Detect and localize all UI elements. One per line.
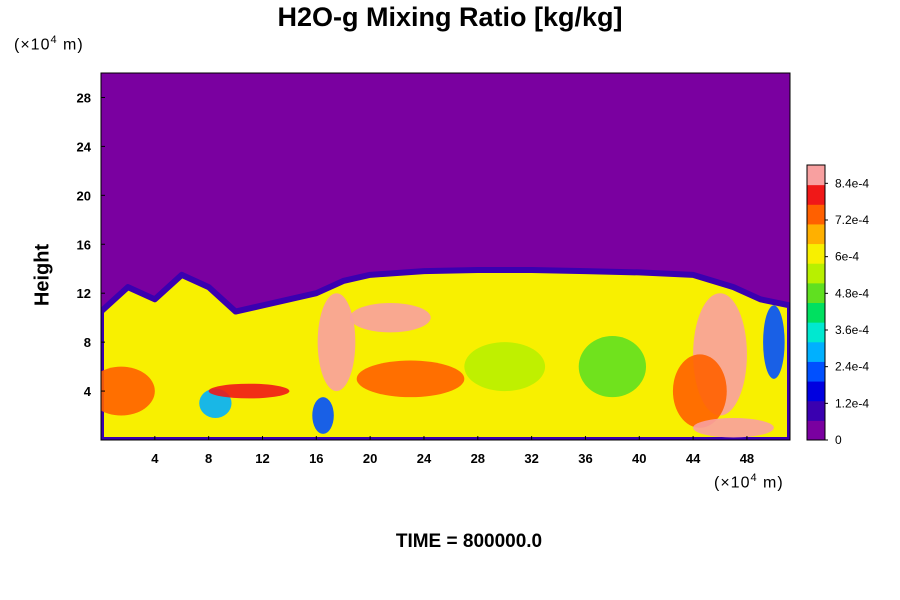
x-tick-label: 20 (363, 451, 377, 466)
colorbar-band (807, 243, 825, 264)
colorbar-band (807, 341, 825, 362)
y-tick-label: 24 (77, 139, 92, 154)
colorbar-tick-label: 7.2e-4 (835, 213, 869, 227)
colorbar-band (807, 263, 825, 284)
x-tick-label: 4 (151, 451, 159, 466)
y-tick-label: 28 (77, 90, 91, 105)
field-feature-7 (464, 342, 546, 392)
y-tick-label: 20 (77, 188, 91, 203)
colorbar-band (807, 184, 825, 205)
colorbar-band (807, 282, 825, 303)
colorbar-tick-label: 0 (835, 433, 842, 447)
x-tick-label: 32 (524, 451, 538, 466)
x-tick-label: 24 (417, 451, 432, 466)
moist-layer (101, 266, 790, 440)
field-feature-5 (356, 360, 465, 398)
chart-title: H2O-g Mixing Ratio [kg/kg] (277, 2, 623, 32)
field-feature-6 (312, 397, 334, 434)
moist-layer-group (101, 266, 790, 440)
x-axis-unit: (×104 m) (714, 472, 784, 492)
x-tick-label: 8 (205, 451, 212, 466)
colorbar-tick-label: 8.4e-4 (835, 176, 869, 190)
x-tick-label: 28 (471, 451, 485, 466)
field-feature-2 (208, 383, 290, 399)
x-tick-label: 44 (686, 451, 701, 466)
field-feature-12 (763, 305, 785, 379)
colorbar-tick-label: 3.6e-4 (835, 323, 869, 337)
x-tick-label: 40 (632, 451, 646, 466)
colorbar-tick-label: 1.2e-4 (835, 396, 869, 410)
field-feature-11 (693, 417, 774, 438)
colorbar-tick-label: 6e-4 (835, 250, 859, 264)
x-tick-label: 36 (578, 451, 592, 466)
plot-frame (100, 72, 791, 441)
x-tick-label: 16 (309, 451, 323, 466)
colorbar-band (807, 302, 825, 323)
colorbar-band (807, 420, 825, 441)
colorbar-tick-label: 2.4e-4 (835, 360, 869, 374)
field-feature-4 (349, 302, 431, 333)
colorbar-band (807, 322, 825, 343)
colorbar-band (807, 361, 825, 382)
field-feature-3 (317, 293, 356, 392)
y-tick-label: 8 (84, 335, 91, 350)
colorbar-band (807, 223, 825, 245)
time-label: TIME = 800000.0 (395, 531, 543, 552)
colorbar-band (807, 204, 825, 225)
colorbar-tick-label: 4.8e-4 (835, 286, 869, 300)
x-tick-label: 48 (740, 451, 754, 466)
y-tick-label: 4 (84, 384, 92, 399)
y-tick-label: 12 (77, 286, 91, 301)
field-feature-10 (672, 354, 727, 428)
x-tick-label: 12 (255, 451, 269, 466)
field-feature-8 (578, 336, 647, 398)
colorbar-band (807, 400, 825, 421)
y-tick-label: 16 (77, 237, 91, 252)
y-axis-unit: (×104 m) (14, 34, 84, 54)
field-feature-0 (101, 366, 155, 416)
colorbar-band (807, 381, 825, 402)
colorbar-frame (806, 164, 826, 441)
colorbar-band (807, 165, 825, 186)
